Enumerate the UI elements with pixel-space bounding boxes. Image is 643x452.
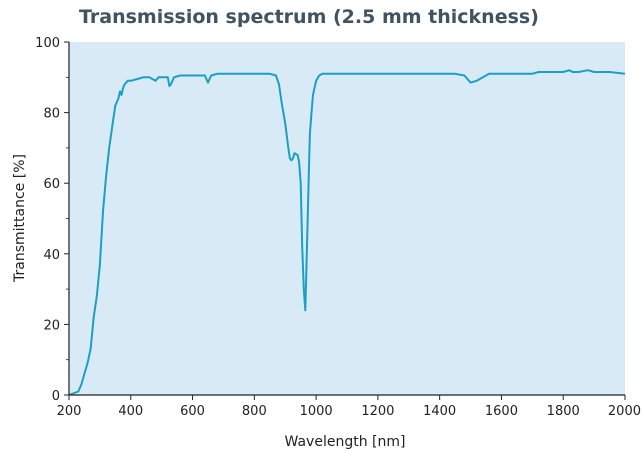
y-tick-label: 40 bbox=[43, 248, 60, 263]
x-tick-label: 200 bbox=[57, 404, 82, 419]
x-tick-label: 1800 bbox=[547, 404, 580, 419]
x-tick-label: 1200 bbox=[361, 404, 394, 419]
transmittance-line bbox=[68, 69, 626, 396]
x-tick-label: 1400 bbox=[423, 404, 456, 419]
plot-area bbox=[69, 42, 625, 395]
y-tick-label: 60 bbox=[43, 177, 60, 192]
x-tick-label: 600 bbox=[180, 404, 205, 419]
x-tick-label: 2000 bbox=[608, 404, 641, 419]
x-tick-label: 400 bbox=[118, 404, 143, 419]
y-tick-label: 80 bbox=[43, 107, 60, 122]
y-tick-label: 0 bbox=[52, 389, 60, 404]
chart-title: Transmission spectrum (2.5 mm thickness) bbox=[79, 6, 539, 28]
x-tick-label: 1000 bbox=[300, 404, 333, 419]
y-tick-label: 100 bbox=[35, 36, 60, 51]
y-axis-title: Transmittance [%] bbox=[12, 154, 28, 283]
x-tick-label: 800 bbox=[242, 404, 267, 419]
x-tick-label: 1600 bbox=[485, 404, 518, 419]
x-axis-ticks: 200 400 600 800 1000 1200 1400 1600 1800 2000 bbox=[57, 395, 641, 419]
x-axis-title: Wavelength [nm] bbox=[285, 434, 406, 450]
y-axis-ticks: 0 20 40 60 80 100 bbox=[35, 36, 69, 404]
y-tick-label: 20 bbox=[43, 318, 60, 333]
